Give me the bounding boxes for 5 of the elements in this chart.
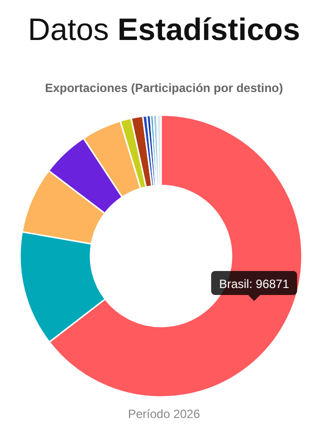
text: Período 2026 xyxy=(128,407,200,421)
chart-title: Datos Estadísticos xyxy=(28,12,300,47)
slice-label: Brasil: 96871 xyxy=(219,277,290,291)
chart-subtitle: Exportaciones (Participación por destino) xyxy=(44,81,284,95)
tooltip: Brasil: 96871 xyxy=(211,271,298,301)
